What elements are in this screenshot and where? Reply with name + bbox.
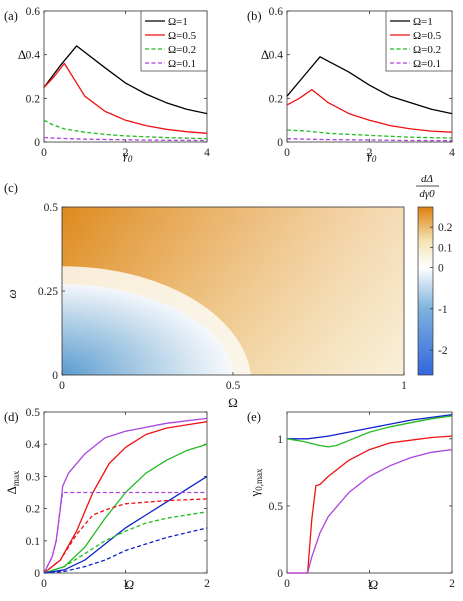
colorbar-label-numerator: dΔ [421,173,433,185]
x-tick-label: 2 [204,578,210,590]
colorbar-tick-label: -1 [438,304,448,316]
x-tick-label: 1 [367,578,373,590]
x-tick-label: 0 [41,578,47,590]
y-tick-label: 0.2 [269,93,284,105]
series-line-6 [43,511,208,574]
plot-frame [286,411,453,574]
y-tick-label: 0.2 [26,93,41,105]
series-line-1 [286,415,453,448]
y-tick-label: 0.1 [26,536,41,548]
heatmap-fade [62,207,404,375]
series-line-2 [43,119,208,140]
legend-label: Ω=1 [413,16,433,28]
legend-label: Ω=0.1 [168,58,196,70]
x-tick-label: 0 [284,578,290,590]
x-tick-label: 4 [204,147,210,159]
x-axis-label: Ω [125,577,134,592]
panel-e: 0 1 2 0 0.5 1 (e) γ0,max Ω [247,410,455,592]
y-tick-label: 1 [277,434,283,446]
panel-label: (c) [4,181,18,195]
y-tick-label: 0.4 [26,50,41,62]
y-tick-label: 0 [34,568,40,580]
panel-label: (d) [4,410,19,424]
x-tick-label: 2 [367,147,373,159]
legend-label: Ω=0.2 [413,44,441,56]
heatmap-field [62,207,404,375]
x-tick-label: 1 [123,578,129,590]
y-tick-label: 0.5 [44,202,59,214]
y-tick-label: 0.5 [269,501,284,513]
panel-d: 0 1 2 0 0.1 0.2 0.3 0.4 0.5 (d) Δmax Ω [4,407,210,592]
x-tick-label: 1 [401,380,407,392]
x-tick-label: 2 [123,147,129,159]
legend-label: Ω=1 [168,16,188,28]
colorbar-label-denominator: dγ0 [419,188,435,200]
y-axis-label: γ0,max [247,468,264,497]
y-axis-label: ω [4,289,19,298]
x-tick-label: 2 [449,578,455,590]
x-tick-label: 0.5 [226,380,241,392]
series-line-4 [43,491,207,574]
x-axis-label: γ0 [123,147,133,164]
colorbar-tick-label: -2 [438,345,448,357]
y-tick-label: 0.3 [26,471,41,483]
series-line-3 [43,475,208,574]
y-tick-label: 0.2 [26,504,41,516]
series-line-2 [286,129,453,139]
y-tick-label: 0 [277,137,283,149]
legend-label: Ω=0.5 [168,30,197,42]
y-tick-label: 0 [34,137,40,149]
series-line-2 [287,435,453,574]
panel-b: 0 2 4 0 0.2 0.4 0.6 Ω=1 Ω=0.5 Ω=0.2 Ω=0.1 (b) Δγ0 [247,6,455,164]
y-axis-label: Δ [261,47,269,62]
y-axis-label: Δ [18,47,26,62]
legend-label: Ω=0.5 [413,30,442,42]
y-tick-label: 0.6 [26,6,41,18]
y-tick-label: 0.4 [26,439,41,451]
legend-label: Ω=0.1 [413,58,441,70]
y-tick-label: 0.25 [38,286,58,298]
panel-label: (a) [4,9,18,23]
series-line-1 [286,88,453,133]
series-line-3 [43,136,208,142]
series-line-3 [286,138,453,142]
x-axis-label: Ω [228,395,238,410]
x-tick-label: 0 [41,147,47,159]
colorbar-tick-label: 0.2 [438,222,453,234]
colorbar-tick-label: 0.1 [438,242,453,254]
series-line-1 [43,62,208,134]
colorbar-tick-label: 0 [438,262,444,274]
legend-label: Ω=0.2 [168,44,196,56]
y-tick-label: 0 [52,370,58,382]
series-line-0 [287,414,453,440]
y-axis-label: Δmax [4,470,21,494]
series-line-5 [43,498,208,574]
series-line-0 [43,45,208,115]
x-tick-label: 4 [449,147,455,159]
panel-label: (b) [247,9,262,23]
series-line-3 [287,448,453,574]
series-line-7 [43,527,208,574]
y-tick-label: 0.4 [269,50,284,62]
x-axis-label: Ω [369,577,378,592]
panel-c-heatmap: 0 0.5 1 0 0.25 0.5 (c) Ωω 0.2 0.1 0 -1 -2 dΔ dγ0 [4,173,453,410]
y-tick-label: 0 [277,568,283,580]
x-tick-label: 0 [284,147,290,159]
colorbar [417,206,434,376]
series-line-0 [286,56,453,115]
x-tick-label: 0 [59,380,65,392]
x-axis-label: γ0 [367,147,377,164]
y-tick-label: 0.5 [26,407,41,419]
panel-label: (e) [247,410,261,424]
y-tick-label: 0.6 [269,6,284,18]
series-line-1 [43,421,208,574]
panel-a: 0 2 4 0 0.2 0.4 0.6 Ω=1 Ω=0.5 Ω=0.2 Ω=0.1 (a) Δγ0 [4,6,210,164]
